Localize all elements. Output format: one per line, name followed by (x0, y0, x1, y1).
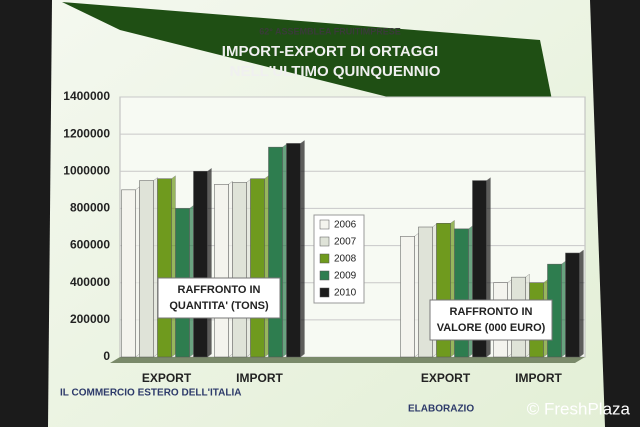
plot: 0 200000 400000 600000 800000 1000000 1200000 1… (63, 89, 586, 385)
y-tick-label: 800000 (70, 201, 110, 215)
bar (121, 189, 136, 358)
x-tick-label: EXPORT (142, 371, 192, 385)
bar-side (228, 180, 233, 358)
bar-side (282, 143, 287, 358)
y-tick-label: 1400000 (63, 89, 110, 103)
bar-side (300, 140, 305, 358)
bar (232, 182, 247, 358)
footer: IL COMMERCIO ESTERO DELL'ITALIA (60, 388, 241, 399)
bar-side (153, 177, 158, 358)
bar-side (135, 186, 140, 358)
legend-label: 2010 (334, 288, 357, 299)
annotation: RAFFRONTO IN (178, 284, 261, 296)
legend-swatch (319, 219, 330, 230)
footer: ELABORAZIO (408, 404, 474, 415)
annotation: VALORE (000 EURO) (437, 322, 546, 334)
legend-label: 2006 (334, 220, 357, 231)
y-tick-label: 0 (103, 349, 110, 363)
bar (139, 180, 154, 358)
bar-side (561, 260, 566, 358)
annotation-box (429, 299, 553, 341)
chart-title: NELL'ULTIMO QUINQUENNIO (230, 63, 441, 80)
x-tick-label: IMPORT (236, 371, 283, 385)
bar (400, 236, 415, 358)
y-tick-label: 200000 (70, 312, 110, 326)
legend-label: 2009 (334, 271, 357, 282)
bar-side (264, 175, 269, 358)
watermark: © FreshPlaza (527, 399, 631, 418)
y-tick-label: 1000000 (63, 163, 110, 177)
legend-swatch (319, 287, 330, 298)
x-tick-label: EXPORT (421, 371, 471, 385)
bar-side (171, 175, 176, 358)
y-tick-label: 600000 (70, 238, 110, 252)
bar (286, 143, 301, 358)
legend-swatch (319, 253, 330, 264)
bar-side (414, 232, 419, 358)
floor (110, 357, 585, 363)
annotation: QUANTITA' (TONS) (169, 300, 269, 312)
bar (565, 252, 580, 358)
bar (250, 178, 265, 358)
bar-side (246, 179, 251, 358)
bar-side (207, 167, 212, 358)
annotation: RAFFRONTO IN (450, 306, 533, 318)
legend-swatch (319, 270, 330, 281)
bar (157, 178, 172, 358)
chart-title: IMPORT-EXPORT DI ORTAGGI (222, 43, 438, 60)
bar (193, 171, 208, 358)
header: 62° ASSEMBLEA FRUITIMPRESE (259, 26, 400, 36)
y-tick-label: 1200000 (63, 126, 110, 140)
legend-label: 2007 (334, 237, 357, 248)
bar-side (579, 249, 584, 358)
annotation-box (157, 277, 281, 319)
bar (268, 146, 283, 358)
x-tick-label: IMPORT (515, 371, 562, 385)
bar (418, 226, 433, 358)
bar (214, 184, 229, 358)
y-tick-label: 400000 (70, 275, 110, 289)
legend-swatch (319, 236, 330, 247)
legend-label: 2008 (334, 254, 357, 265)
